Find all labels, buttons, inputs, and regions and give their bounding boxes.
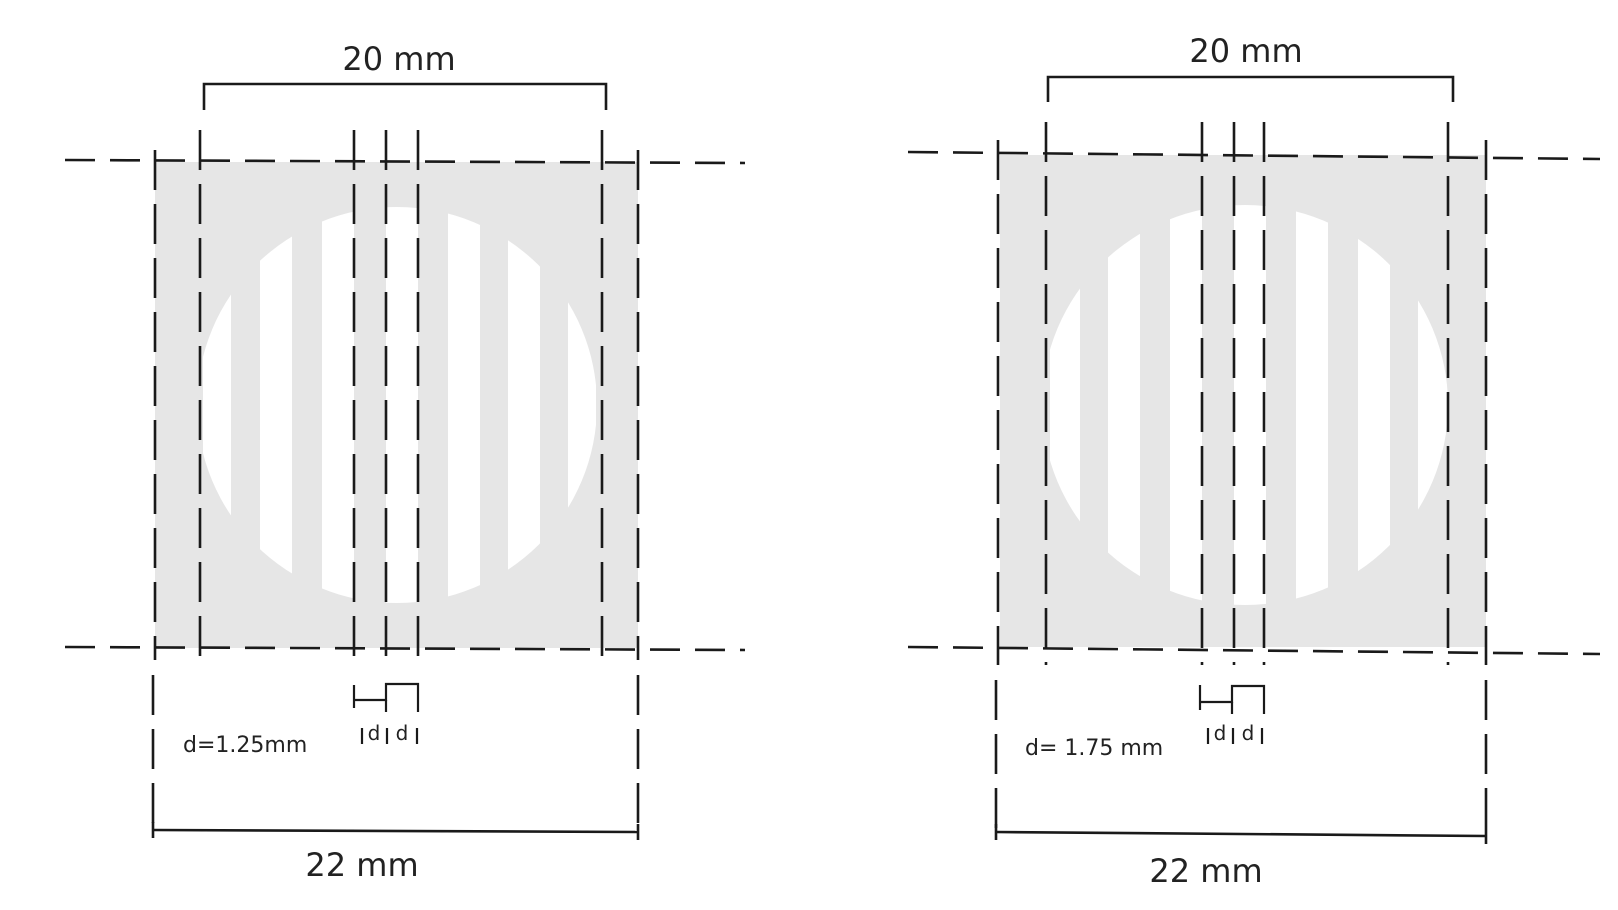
bottom-dashed-line — [64, 645, 746, 652]
d-marker-bracket — [354, 682, 420, 712]
d-marker-label-right: d — [1242, 721, 1255, 745]
slit — [322, 207, 354, 603]
bottom-dimension-line — [995, 830, 1487, 838]
slit — [448, 207, 480, 603]
slit — [1296, 205, 1328, 605]
slit — [1108, 205, 1140, 605]
slit — [1358, 205, 1390, 605]
d-marker-label-left: d — [1214, 721, 1227, 745]
d-marker-bracket — [1200, 684, 1266, 714]
d-marker-label-left: d — [368, 721, 381, 745]
d-value-label: d= 1.75 mm — [1025, 736, 1163, 761]
top-dimension-label: 20 mm — [1189, 32, 1302, 70]
bottom-dimension-line — [152, 828, 639, 834]
top-dimension-bracket — [202, 82, 608, 110]
slit — [1234, 205, 1266, 605]
slit — [386, 207, 418, 603]
bottom-dashed-line — [907, 645, 1601, 656]
bottom-dimension-label: 22 mm — [1149, 852, 1262, 890]
top-dashed-line — [64, 158, 746, 165]
bottom-dimension-label: 22 mm — [305, 846, 418, 884]
top-dimension-label: 20 mm — [342, 40, 455, 78]
d-value-label: d=1.25mm — [183, 733, 307, 758]
slit — [1170, 205, 1202, 605]
slit — [260, 207, 292, 603]
slit — [508, 207, 540, 603]
d-marker-label-right: d — [396, 721, 409, 745]
top-dimension-bracket — [1046, 75, 1455, 102]
panel-left: 20 mm 22 mm d d d=1.25mm — [64, 40, 746, 884]
top-dashed-line — [907, 150, 1601, 161]
panel-right: 20 mm 22 mm d d d= 1.75 mm — [907, 32, 1601, 890]
